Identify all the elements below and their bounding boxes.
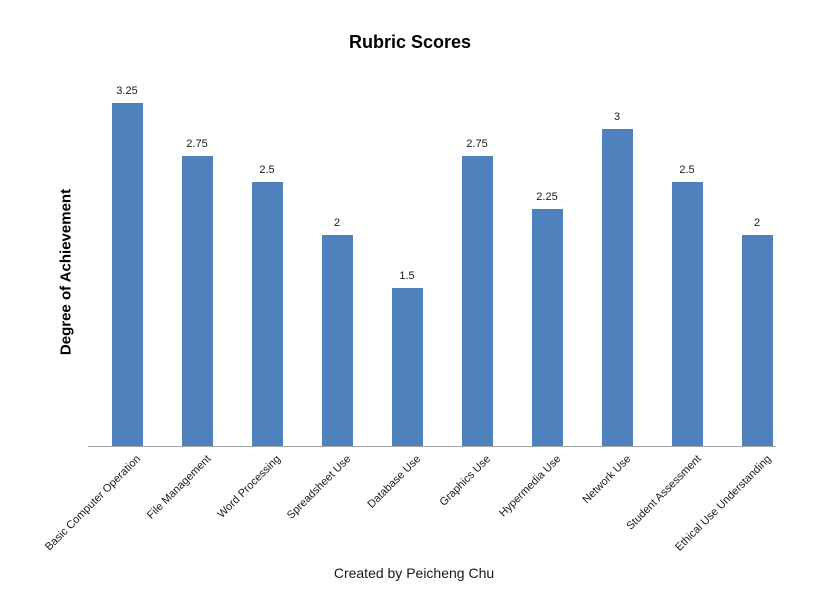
x-axis-line: [88, 446, 776, 447]
bar-value-label: 2.75: [466, 138, 488, 150]
bar-value-label: 2: [753, 217, 761, 229]
category-label: Network Use: [580, 453, 634, 507]
bar: [111, 103, 143, 446]
bar-value-label: 3: [613, 111, 621, 123]
chart-title: Rubric Scores: [348, 32, 472, 52]
category-label: Spreadsheet Use: [284, 453, 354, 522]
category-label: Graphics Use: [437, 453, 494, 509]
category-label: Hypermedia Use: [497, 453, 564, 520]
bar: [391, 288, 423, 446]
bar-value-label: 2.5: [259, 164, 275, 176]
bar-value-label: 2.75: [186, 138, 208, 150]
bar-value-label: 2: [333, 217, 341, 229]
category-label: Database Use: [365, 453, 424, 511]
bar: [741, 235, 773, 446]
bar: [601, 129, 633, 446]
bar: [181, 156, 213, 446]
footer-credit: Created by Peicheng Chu: [333, 565, 495, 581]
bar-value-label: 1.5: [399, 270, 415, 282]
bar: [531, 209, 563, 446]
bar: [321, 235, 353, 446]
bar-value-label: 3.25: [116, 85, 138, 97]
bar: [671, 182, 703, 446]
y-axis-label: Degree of Achievement: [57, 188, 75, 356]
category-label: Word Processing: [215, 453, 284, 521]
category-label: Student Assessment: [624, 453, 704, 533]
bar-value-label: 2.5: [679, 164, 695, 176]
bar: [461, 156, 493, 446]
category-label: File Management: [144, 453, 214, 522]
bar: [251, 182, 283, 446]
bar-value-label: 2.25: [536, 191, 558, 203]
category-label: Basic Computer Operation: [43, 453, 144, 554]
